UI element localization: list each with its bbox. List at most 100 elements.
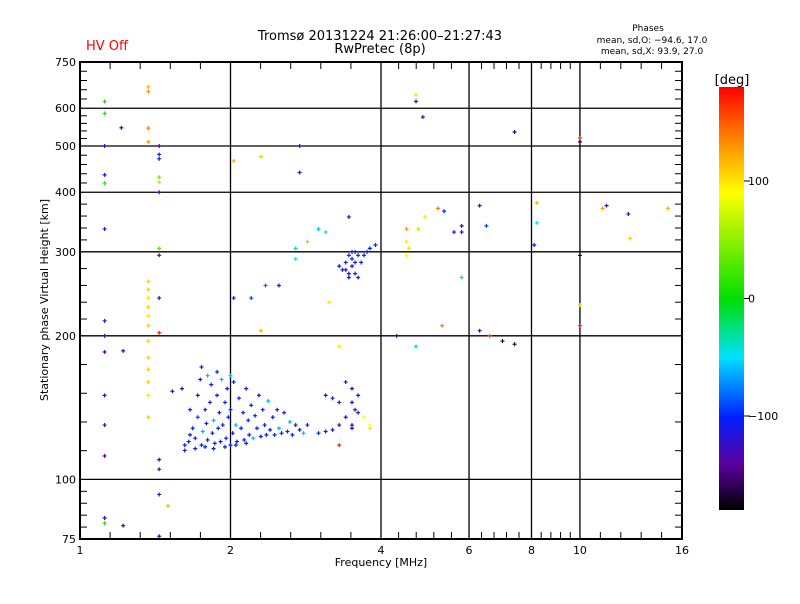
data-point: [350, 264, 355, 269]
data-point: [343, 415, 348, 420]
data-point: [255, 426, 260, 431]
data-point: [373, 243, 378, 248]
data-point: [211, 446, 216, 451]
data-point: [404, 226, 409, 231]
data-point: [414, 92, 419, 97]
colorbar-tick-label: 0: [748, 293, 755, 306]
data-point: [193, 446, 198, 451]
data-point: [242, 437, 247, 442]
data-point: [362, 415, 367, 420]
data-point: [146, 367, 151, 372]
data-point: [282, 410, 287, 415]
data-point: [146, 393, 151, 398]
data-point: [356, 253, 361, 258]
data-point: [330, 427, 335, 432]
y-tick-label: 500: [55, 140, 76, 153]
data-point: [459, 230, 464, 235]
data-point: [364, 249, 369, 254]
data-point: [193, 436, 198, 441]
data-point: [217, 410, 222, 415]
y-tick-label: 750: [55, 56, 76, 69]
x-tick-label: 8: [528, 544, 535, 557]
data-point: [146, 126, 151, 131]
data-point: [119, 125, 124, 130]
data-point: [102, 349, 107, 354]
colorbar: [719, 87, 744, 510]
data-point: [203, 407, 208, 412]
data-point: [225, 386, 230, 391]
chart-title: Tromsø 20131224 21:26:00–21:27:43: [257, 29, 502, 44]
data-point: [287, 419, 292, 424]
data-point: [452, 230, 457, 235]
data-point: [204, 421, 209, 426]
data-point: [224, 436, 229, 441]
data-point: [195, 393, 200, 398]
data-point: [146, 323, 151, 328]
x-tick-label: 16: [675, 544, 689, 557]
data-point: [604, 203, 609, 208]
data-point: [285, 429, 290, 434]
data-point: [394, 333, 399, 338]
data-point: [323, 230, 328, 235]
data-point: [266, 399, 271, 404]
plot-frame: [79, 61, 683, 540]
data-point: [157, 246, 162, 251]
data-point: [346, 271, 351, 276]
data-point: [293, 423, 298, 428]
data-point: [215, 393, 220, 398]
data-point: [350, 400, 355, 405]
data-point: [276, 283, 281, 288]
data-point: [146, 84, 151, 89]
data-point: [146, 296, 151, 301]
x-tick-label: 10: [573, 544, 587, 557]
data-point: [220, 423, 225, 428]
data-point: [102, 143, 107, 148]
data-point: [406, 246, 411, 251]
data-point: [216, 426, 221, 431]
data-point: [219, 377, 224, 382]
x-axis-label: Frequency [MHz]: [335, 556, 427, 569]
data-point: [346, 253, 351, 258]
data-point: [628, 236, 633, 241]
data-point: [532, 243, 537, 248]
data-point: [414, 344, 419, 349]
data-point: [200, 429, 205, 434]
data-point: [275, 407, 280, 412]
data-point: [459, 275, 464, 280]
data-point: [199, 365, 204, 370]
data-point: [223, 444, 228, 449]
colorbar-label: [deg]: [715, 73, 750, 88]
data-point: [209, 382, 214, 387]
data-point: [146, 415, 151, 420]
data-point: [356, 410, 361, 415]
data-point: [247, 432, 252, 437]
data-point: [228, 373, 233, 378]
data-point: [279, 431, 284, 436]
data-point: [337, 264, 342, 269]
data-point: [146, 287, 151, 292]
data-point: [102, 226, 107, 231]
data-point: [239, 426, 244, 431]
x-tick-label: 4: [378, 544, 385, 557]
data-point: [203, 444, 208, 449]
data-point: [404, 253, 409, 258]
data-point: [251, 436, 256, 441]
data-point: [157, 175, 162, 180]
data-point: [244, 441, 249, 446]
data-point: [237, 396, 242, 401]
data-point: [423, 214, 428, 219]
colorbar-tick-label: 100: [748, 175, 769, 188]
data-point: [157, 180, 162, 185]
data-point: [477, 328, 482, 333]
data-point: [102, 393, 107, 398]
data-point: [215, 369, 220, 374]
data-point: [305, 423, 310, 428]
data-point: [414, 99, 419, 104]
data-point: [293, 246, 298, 251]
data-point: [102, 423, 107, 428]
data-point: [290, 432, 295, 437]
data-point: [218, 439, 223, 444]
data-point: [102, 521, 107, 526]
stats-o: mean, sd,O: −94.6, 17.0: [597, 36, 708, 46]
data-point: [362, 253, 367, 258]
